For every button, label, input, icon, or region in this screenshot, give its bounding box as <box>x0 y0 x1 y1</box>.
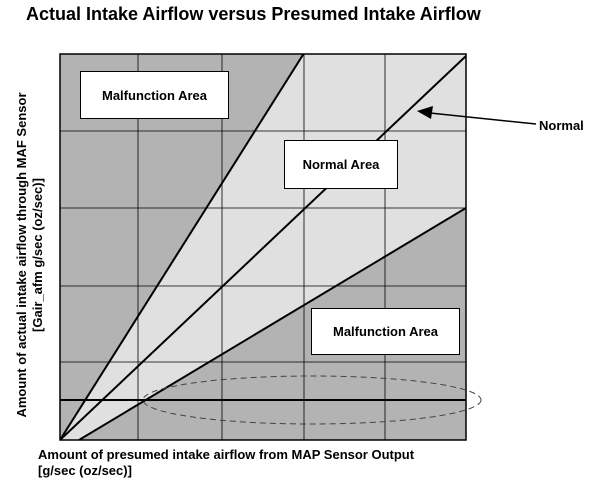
y-axis-label: Amount of actual intake airflow through … <box>14 55 46 455</box>
dashed-ellipse <box>142 375 482 425</box>
normal-area-text: Normal Area <box>302 157 380 172</box>
y-axis-label-line2: [Gair_afm g/sec (oz/sec)] <box>30 178 45 332</box>
malfunction-area-upper-label: Malfunction Area <box>80 71 229 119</box>
y-axis-label-line1: Amount of actual intake airflow through … <box>14 92 29 418</box>
lower-limit-line <box>78 207 466 440</box>
x-axis-label-line2: [g/sec (oz/sec)] <box>38 463 132 478</box>
upper-limit-line <box>60 54 305 440</box>
normal-callout-label: Normal <box>539 118 584 133</box>
malfunction-area-lower-label: Malfunction Area <box>311 308 460 355</box>
normal-area-label: Normal Area <box>284 140 398 189</box>
x-axis-label-line1: Amount of presumed intake airflow from M… <box>38 447 415 462</box>
malfunction-area-lower-text: Malfunction Area <box>333 324 438 339</box>
plot-border <box>59 53 467 441</box>
x-axis-label: Amount of presumed intake airflow from M… <box>38 447 414 479</box>
normal-line <box>60 55 466 440</box>
malfunction-area-upper-text: Malfunction Area <box>102 87 207 103</box>
diagram-title: Actual Intake Airflow versus Presumed In… <box>26 4 481 24</box>
normal-callout-arrow <box>417 106 537 125</box>
